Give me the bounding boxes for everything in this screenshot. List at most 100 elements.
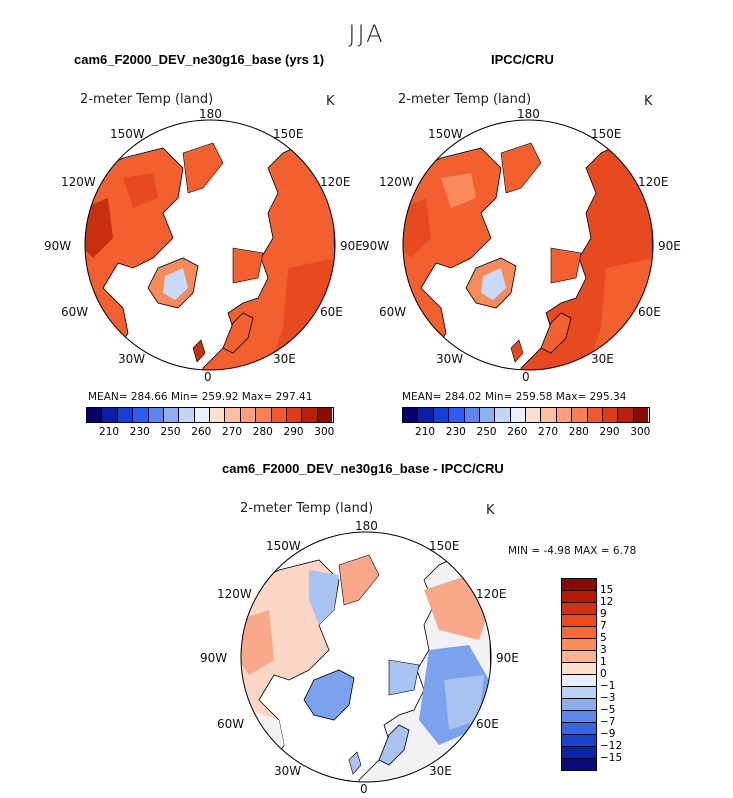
colorbar-tick-label: −7 xyxy=(600,716,616,728)
colorbar-swatch xyxy=(562,735,596,747)
colorbar-tick-label: 210 xyxy=(415,426,436,438)
colorbar-swatch xyxy=(464,408,480,422)
colorbar-tick-label: 300 xyxy=(314,426,335,438)
colorbar-tick-label: −12 xyxy=(600,740,623,752)
panel2-lon-150w: 150W xyxy=(428,127,463,141)
colorbar-swatch xyxy=(256,408,272,422)
colorbar-swatch xyxy=(556,408,573,422)
colorbar-swatch xyxy=(562,603,596,615)
colorbar-swatch xyxy=(302,408,318,422)
panel1-lon-120e: 120E xyxy=(320,175,351,189)
colorbar-swatch xyxy=(526,408,542,422)
scandinavia-land xyxy=(222,312,254,354)
panel3-lon-60e: 60E xyxy=(476,717,499,731)
colorbar-tick-label: 270 xyxy=(222,426,243,438)
panel2-title: IPCC/CRU xyxy=(491,52,554,67)
colorbar-tick-label: −15 xyxy=(600,752,623,764)
scandinavia-land xyxy=(378,724,410,766)
colorbar-tick-label: 290 xyxy=(599,426,620,438)
panel2-unit: K xyxy=(644,94,653,109)
colorbar-swatch xyxy=(562,699,596,711)
panel2-lon-60w: 60W xyxy=(379,305,407,319)
colorbar-swatch xyxy=(562,663,596,675)
panel2-variable-label: 2-meter Temp (land) xyxy=(398,92,532,107)
colorbar-tick-label: 1 xyxy=(600,656,607,668)
colorbar-swatch xyxy=(562,711,596,723)
panel2-lon-180: 180 xyxy=(517,107,540,121)
panel3-lon-180: 180 xyxy=(355,519,378,533)
panel2-lon-30e: 30E xyxy=(591,352,614,366)
colorbar-swatch xyxy=(562,579,596,591)
colorbar-tick-label: 5 xyxy=(600,632,607,644)
colorbar-tick-label: 290 xyxy=(283,426,304,438)
panel2-polar-map xyxy=(402,119,654,371)
colorbar-swatch xyxy=(117,408,134,422)
panel1-lon-150w: 150W xyxy=(110,127,145,141)
colorbar-tick-label: 270 xyxy=(538,426,559,438)
colorbar-tick-label: 230 xyxy=(445,426,466,438)
colorbar-swatch xyxy=(102,408,118,422)
colorbar-tick-label: 12 xyxy=(600,596,614,608)
panel1-lon-0: 0 xyxy=(204,370,212,384)
colorbar-tick-label: 3 xyxy=(600,644,607,656)
panel3-polar-map xyxy=(240,531,492,783)
colorbar-swatch xyxy=(633,408,648,422)
panel2-lon-120w: 120W xyxy=(379,175,414,189)
panel1-lon-60w: 60W xyxy=(61,305,89,319)
panel1-lon-150e: 150E xyxy=(273,127,304,141)
panel3-lon-90e: 90E xyxy=(496,651,519,665)
colorbar-swatch xyxy=(271,408,287,422)
colorbar-swatch xyxy=(449,408,465,422)
colorbar-swatch xyxy=(418,408,434,422)
panel3-lon-90w: 90W xyxy=(200,651,228,665)
panel2-lon-120e: 120E xyxy=(638,175,669,189)
panel1-lon-120w: 120W xyxy=(61,175,96,189)
colorbar-tick-label: 210 xyxy=(99,426,120,438)
panel1-lon-30w: 30W xyxy=(118,352,146,366)
panel1-stats: MEAN= 284.66 Min= 259.92 Max= 297.41 xyxy=(88,391,313,403)
panel1-variable-label: 2-meter Temp (land) xyxy=(80,92,214,107)
panel3-colorbar xyxy=(561,578,597,771)
panel3-stats: MIN = -4.98 MAX = 6.78 xyxy=(508,545,637,557)
panel1-polar-map xyxy=(84,119,336,371)
colorbar-swatch xyxy=(433,408,450,422)
colorbar-swatch xyxy=(562,687,596,699)
colorbar-swatch xyxy=(602,408,619,422)
panel3-lon-150w: 150W xyxy=(266,539,301,553)
panel1-lon-180: 180 xyxy=(199,107,222,121)
colorbar-swatch xyxy=(562,627,596,639)
colorbar-swatch xyxy=(133,408,149,422)
colorbar-swatch xyxy=(562,591,596,603)
colorbar-tick-label: −9 xyxy=(600,728,616,740)
panel1-unit: K xyxy=(326,94,335,109)
colorbar-swatch xyxy=(562,759,596,770)
colorbar-swatch xyxy=(541,408,557,422)
colorbar-swatch xyxy=(562,723,596,735)
colorbar-swatch xyxy=(562,639,596,651)
panel3-variable-label: 2-meter Temp (land) xyxy=(240,501,374,516)
panel2-lon-60e: 60E xyxy=(638,305,661,319)
colorbar-swatch xyxy=(148,408,164,422)
colorbar-swatch xyxy=(572,408,588,422)
colorbar-tick-label: 250 xyxy=(476,426,497,438)
panel3-lon-30e: 30E xyxy=(429,764,452,778)
panel2-colorbar xyxy=(402,407,650,423)
panel3-lon-30w: 30W xyxy=(274,764,302,778)
colorbar-tick-label: 260 xyxy=(507,426,528,438)
panel2-lon-30w: 30W xyxy=(436,352,464,366)
colorbar-tick-label: −3 xyxy=(600,692,616,704)
colorbar-tick-label: 280 xyxy=(252,426,273,438)
colorbar-swatch xyxy=(562,675,596,687)
panel2-stats: MEAN= 284.02 Min= 259.58 Max= 295.34 xyxy=(402,391,627,403)
colorbar-swatch xyxy=(179,408,195,422)
colorbar-tick-label: 260 xyxy=(191,426,212,438)
panel1-colorbar xyxy=(86,407,334,423)
colorbar-swatch xyxy=(163,408,180,422)
panel3-lon-120w: 120W xyxy=(217,587,252,601)
colorbar-swatch xyxy=(495,408,511,422)
panel2-lon-150e: 150E xyxy=(591,127,622,141)
colorbar-tick-label: 7 xyxy=(600,620,607,632)
colorbar-swatch xyxy=(286,408,303,422)
colorbar-swatch xyxy=(317,408,332,422)
panel2-lon-0: 0 xyxy=(522,370,530,384)
